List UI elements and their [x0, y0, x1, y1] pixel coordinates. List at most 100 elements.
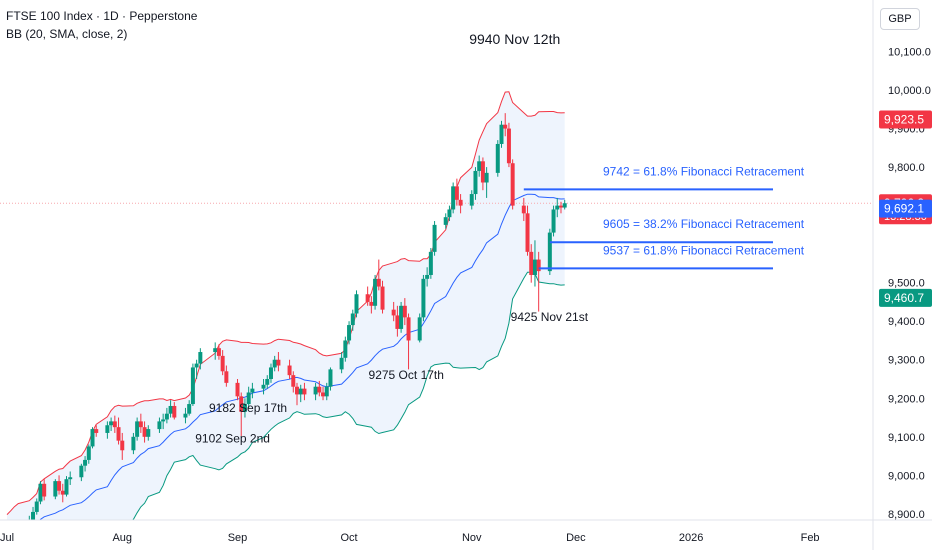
candle-body: [529, 251, 534, 275]
candle-body: [369, 301, 374, 306]
indicator-label[interactable]: BB (20, SMA, close, 2): [6, 27, 128, 41]
candle-body: [373, 278, 378, 306]
candle-body: [328, 369, 333, 387]
candle-body: [425, 274, 430, 279]
price-axis-tick: 10,000.0: [888, 85, 931, 97]
candle-body: [421, 278, 426, 318]
candle-body: [503, 124, 508, 129]
candle-body: [499, 124, 504, 144]
time-axis-tick: Oct: [340, 532, 357, 544]
candle-body: [224, 371, 229, 383]
price-axis-tick: 9,500.0: [888, 278, 925, 290]
time-axis-tick: Nov: [462, 532, 482, 544]
candle-body: [417, 317, 422, 341]
candle-body: [250, 388, 255, 393]
price-axis-tick: 9,000.0: [888, 470, 925, 482]
candle-body: [536, 259, 541, 272]
candle-body: [105, 425, 110, 433]
candle-body: [302, 388, 307, 395]
candle-body: [295, 386, 300, 395]
candle-body: [354, 294, 359, 314]
candle-body: [317, 386, 322, 393]
candle-body: [5, 545, 9, 550]
candle-body: [235, 382, 240, 397]
candle-body: [172, 405, 177, 418]
candle-body: [268, 367, 273, 380]
candle-body: [265, 379, 270, 385]
candle-body: [135, 421, 140, 437]
candle-body: [469, 194, 474, 206]
fib-level-label: 9605 = 38.2% Fibonacci Retracement: [603, 217, 805, 231]
candle-body: [216, 348, 221, 356]
candle-body: [562, 203, 567, 208]
candle-body: [112, 421, 117, 428]
candle-body: [194, 363, 199, 368]
candle-body: [551, 209, 556, 233]
candle-body: [521, 205, 526, 214]
annotation-label: 9940 Nov 12th: [469, 31, 560, 47]
candle-body: [432, 224, 437, 252]
time-axis-tick: Aug: [112, 532, 132, 544]
candle-body: [339, 357, 344, 370]
candle-body: [27, 519, 32, 520]
candle-body: [480, 161, 485, 183]
candle-body: [198, 352, 203, 364]
candle-body: [555, 205, 560, 210]
fib-level-label: 9742 = 61.8% Fibonacci Retracement: [603, 164, 805, 178]
candle-body: [183, 413, 188, 418]
bb-lower-band: [131, 271, 565, 520]
annotation-label: 9425 Nov 21st: [511, 310, 589, 324]
price-label-box: [879, 199, 932, 218]
candle-body: [324, 386, 329, 397]
currency-button[interactable]: GBP: [880, 8, 920, 30]
bb-upper-band: [6, 91, 565, 515]
candle-body: [261, 384, 266, 389]
candle-body: [246, 392, 251, 405]
candle-body: [164, 413, 169, 420]
candle-body: [90, 429, 95, 447]
candle-body: [287, 365, 292, 376]
candle-body: [239, 396, 244, 412]
candle-body: [16, 525, 20, 529]
candle-body: [477, 161, 482, 171]
time-axis-tick: Dec: [566, 532, 586, 544]
candle-body: [38, 483, 43, 502]
price-axis-tick: 10,100.0: [888, 47, 931, 59]
annotation-label: 9182 Sep 17th: [209, 401, 287, 415]
candle-body: [298, 388, 303, 395]
candle-body: [399, 305, 404, 329]
fib-level-label: 9537 = 61.8% Fibonacci Retracement: [603, 243, 805, 257]
time-axis-tick: Sep: [228, 532, 248, 544]
candle-body: [161, 419, 166, 422]
bb-fill: [7, 91, 565, 520]
candle-body: [532, 259, 537, 275]
candle-body: [220, 355, 225, 372]
time-axis-tick: 2026: [679, 532, 703, 544]
candle-body: [473, 170, 478, 195]
candle-body: [347, 325, 352, 341]
candle-body: [402, 305, 407, 318]
price-label-box: [879, 288, 932, 307]
price-axis-tick: 9,800.0: [888, 162, 925, 174]
candle-body: [187, 404, 192, 414]
candle-body: [510, 163, 515, 206]
annotation-label: 9102 Sep 2nd: [195, 432, 270, 446]
candle-body: [525, 213, 530, 252]
candle-body: [142, 427, 147, 437]
candle-body: [428, 251, 433, 275]
candle-body: [380, 286, 385, 310]
candle-body: [365, 294, 370, 302]
candle-body: [86, 446, 91, 460]
candle-body: [190, 367, 195, 405]
price-axis-tick: 8,900.0: [888, 509, 925, 521]
candle-body: [391, 309, 396, 316]
candle-body: [484, 172, 489, 183]
candle-body: [242, 404, 247, 412]
candle-body: [458, 199, 463, 206]
candle-body: [131, 436, 136, 451]
candle-body: [116, 427, 121, 441]
candle-body: [31, 511, 36, 520]
candle-body: [547, 232, 552, 272]
price-label-value: 9,692.1: [884, 202, 924, 216]
